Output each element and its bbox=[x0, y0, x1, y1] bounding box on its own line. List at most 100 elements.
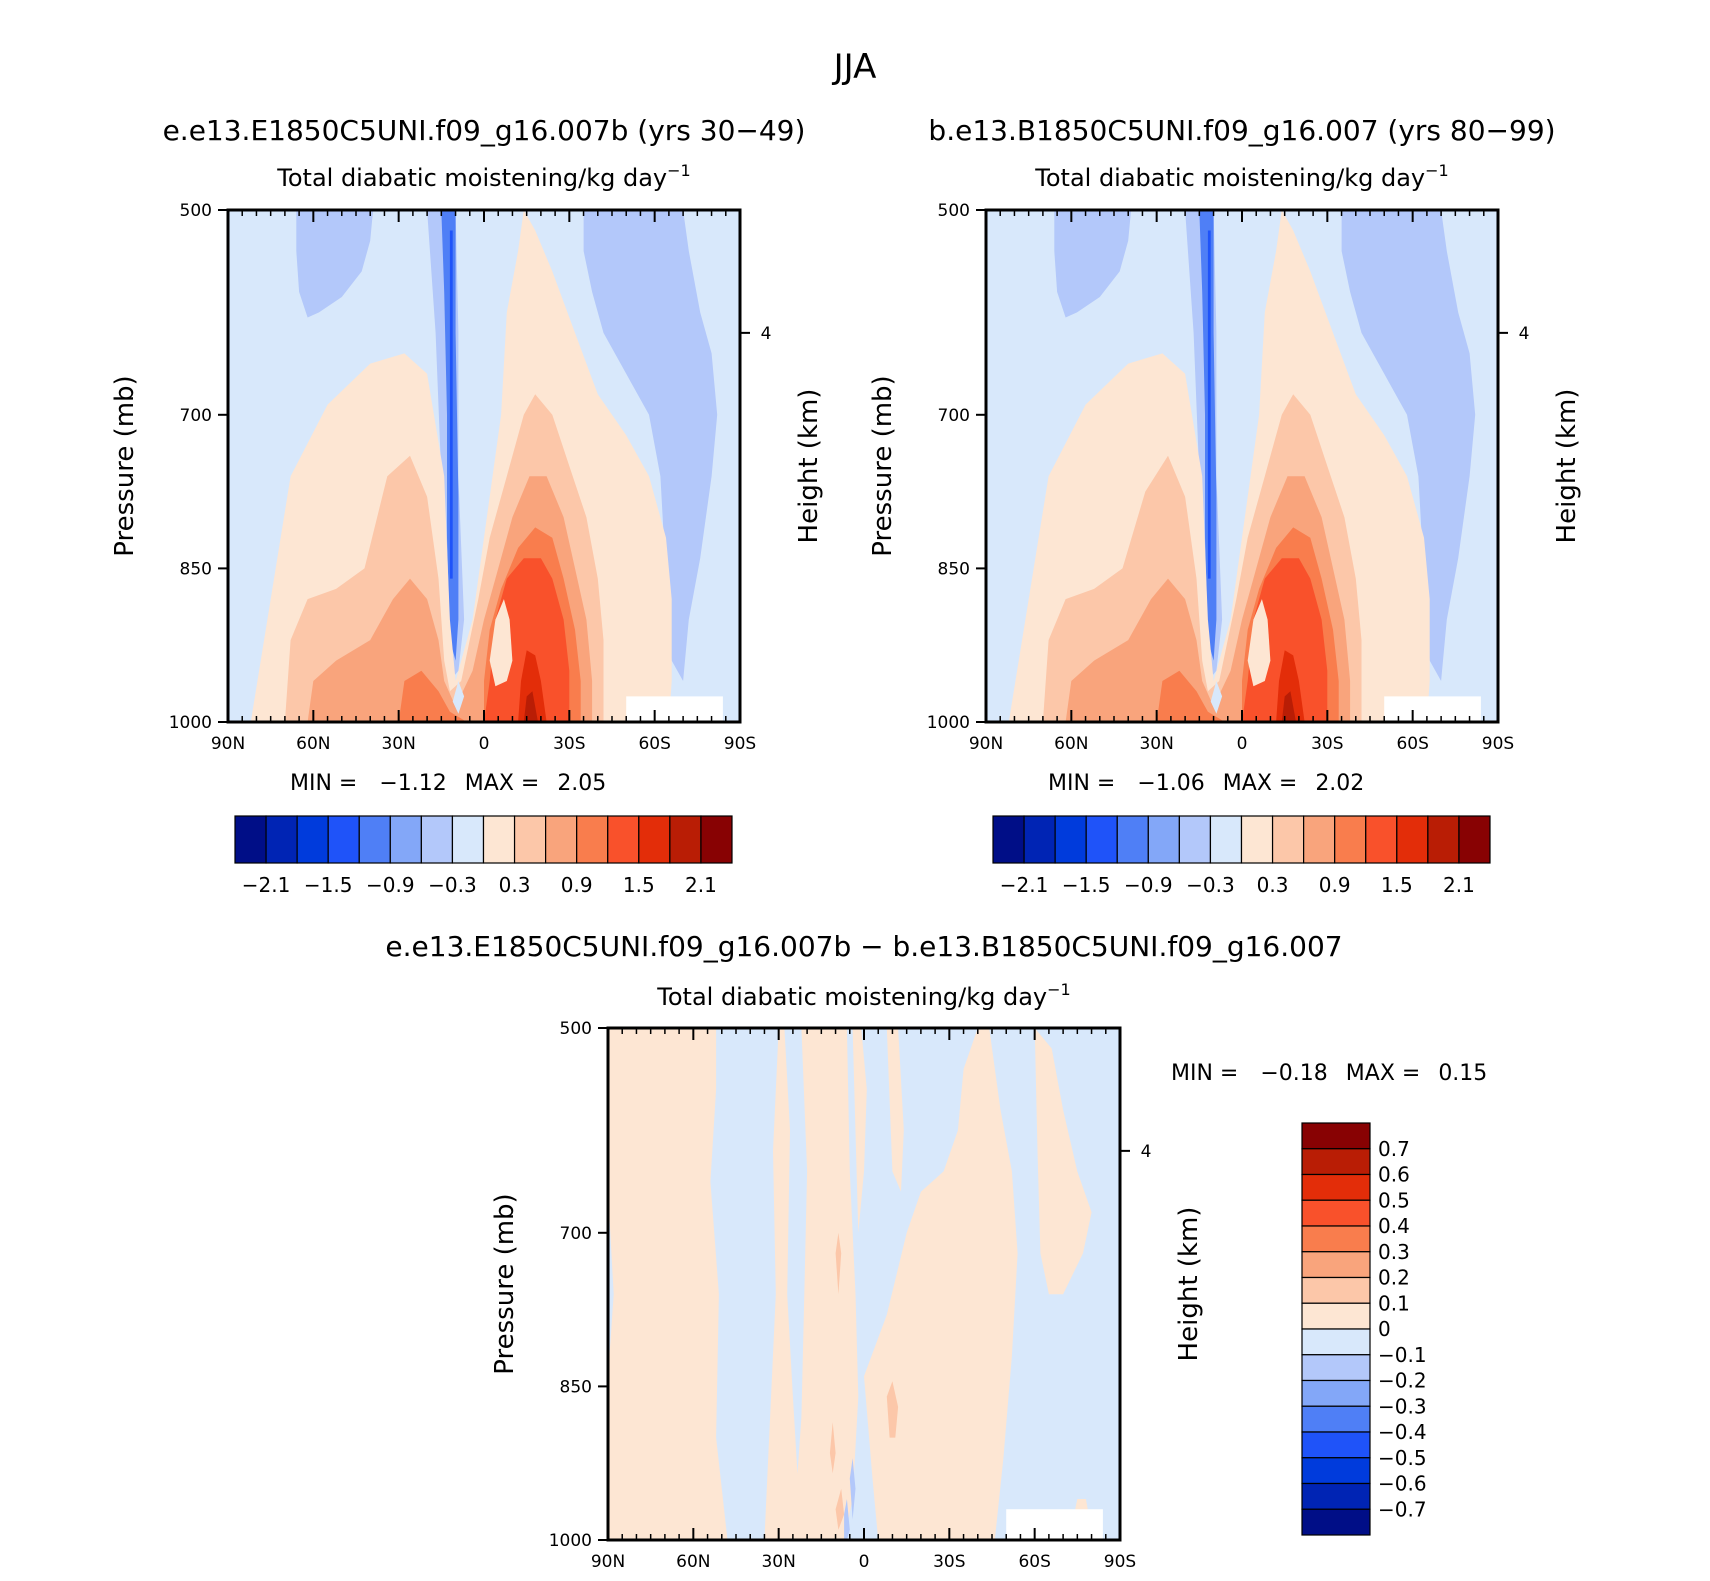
y2-tick-label: 4 bbox=[1519, 324, 1530, 344]
colorbar-box bbox=[1147, 815, 1180, 864]
colorbar-tick-label: 0.5 bbox=[1378, 1188, 1410, 1212]
contour-region bbox=[864, 1028, 1018, 1540]
x-tick-label: 90N bbox=[211, 734, 245, 754]
contour-region bbox=[608, 1028, 728, 1540]
colorbar-box bbox=[1365, 815, 1398, 864]
variable-title-text: Total diabatic moistening/kg day bbox=[656, 983, 1047, 1011]
contour-region bbox=[792, 1028, 859, 1540]
variable-title-exponent: −1 bbox=[667, 161, 691, 180]
x-tick-label: 30N bbox=[381, 734, 415, 754]
colorbar-box bbox=[1396, 815, 1429, 864]
contour-region bbox=[1281, 691, 1296, 722]
contour-region bbox=[489, 599, 513, 687]
colorbar-box bbox=[1458, 815, 1491, 864]
colorbar-box bbox=[234, 815, 267, 864]
colorbar-box bbox=[992, 815, 1025, 864]
colorbar-tick-label: −0.5 bbox=[1378, 1446, 1427, 1470]
colorbar-tick-label: 0.9 bbox=[1319, 873, 1351, 897]
y-tick-label: 850 bbox=[180, 559, 212, 579]
colorbar-tick-label: −1.5 bbox=[304, 873, 353, 897]
colorbar-box bbox=[265, 815, 298, 864]
x-tick-label: 0 bbox=[859, 1552, 870, 1572]
colorbar-box bbox=[545, 815, 578, 864]
contour-region bbox=[886, 1028, 904, 1192]
colorbar-box bbox=[607, 815, 640, 864]
colorbar-box bbox=[1054, 815, 1087, 864]
colorbar: 0.70.60.50.40.30.20.10−0.1−0.2−0.3−0.4−0… bbox=[1301, 1122, 1427, 1536]
colorbar-tick-label: −2.1 bbox=[1000, 873, 1049, 897]
contour-region bbox=[849, 1458, 856, 1520]
colorbar-box bbox=[1301, 1251, 1371, 1279]
max-value: 0.15 bbox=[1438, 1061, 1487, 1086]
x-tick-label: 60N bbox=[676, 1552, 710, 1572]
colorbar-box bbox=[1301, 1148, 1371, 1176]
min-value: −0.18 bbox=[1260, 1061, 1327, 1086]
panel-variable-title: Total diabatic moistening/kg day−1 bbox=[276, 161, 690, 192]
contour-region bbox=[835, 1232, 842, 1295]
colorbar-tick-label: 0.3 bbox=[1378, 1240, 1410, 1264]
colorbar-box bbox=[1116, 815, 1149, 864]
max-label: MAX = bbox=[1346, 1061, 1421, 1086]
colorbar-box bbox=[1023, 815, 1056, 864]
heatmap-field bbox=[608, 1028, 1120, 1540]
colorbar-box bbox=[1301, 1405, 1371, 1433]
contour-region bbox=[583, 210, 718, 681]
y-axis-title: Pressure (mb) bbox=[490, 1193, 520, 1374]
x-tick-label: 60N bbox=[296, 734, 330, 754]
x-tick-label: 60S bbox=[1018, 1552, 1050, 1572]
colorbar-box bbox=[1301, 1508, 1371, 1536]
x-tick-label: 60N bbox=[1054, 734, 1088, 754]
max-value: 2.02 bbox=[1315, 771, 1364, 796]
heatmap-field bbox=[986, 210, 1498, 722]
panel-case-2: b.e13.B1850C5UNI.f09_g16.007 (yrs 80−99)… bbox=[868, 114, 1582, 897]
x-tick-label: 30S bbox=[933, 1552, 965, 1572]
y-tick-label: 500 bbox=[560, 1019, 592, 1039]
colorbar: −2.1 −1.5 −0.9 −0.3 0.3 0.9 1.5 2.1 bbox=[234, 815, 733, 897]
colorbar-tick-label: 1.5 bbox=[623, 873, 655, 897]
min-max-readout: MIN = −1.06 MAX = 2.02 bbox=[1048, 771, 1364, 796]
y-tick-label: 1000 bbox=[549, 1531, 592, 1551]
x-tick-label: 60S bbox=[638, 734, 670, 754]
y-axis-title: Pressure (mb) bbox=[110, 375, 140, 556]
min-max-readout: MIN = −0.18 MAX = 0.15 bbox=[1171, 1061, 1487, 1086]
contour-region bbox=[1276, 650, 1305, 722]
panel-case-title: e.e13.E1850C5UNI.f09_g16.007b − b.e13.B1… bbox=[385, 930, 1342, 963]
colorbar-box bbox=[1301, 1328, 1371, 1356]
x-tick-label: 90S bbox=[1104, 1552, 1136, 1572]
colorbar-box bbox=[420, 815, 454, 864]
x-tick-label: 30N bbox=[761, 1552, 795, 1572]
colorbar-box bbox=[327, 815, 360, 864]
contour-region bbox=[844, 1499, 850, 1540]
colorbar-box bbox=[296, 815, 329, 864]
colorbar-tick-label: 0 bbox=[1378, 1317, 1391, 1341]
min-max-readout: MIN = −1.12 MAX = 2.05 bbox=[290, 771, 606, 796]
y-tick-label: 700 bbox=[180, 406, 212, 426]
x-tick-label: 90S bbox=[1482, 734, 1514, 754]
panel-case-title: b.e13.B1850C5UNI.f09_g16.007 (yrs 80−99) bbox=[928, 114, 1555, 147]
heatmap-field bbox=[228, 210, 740, 722]
colorbar-tick-label: −0.9 bbox=[1124, 873, 1173, 897]
colorbar-box bbox=[1271, 815, 1305, 864]
panel-variable-title: Total diabatic moistening/kg day−1 bbox=[656, 980, 1070, 1011]
colorbar: −2.1 −1.5 −0.9 −0.3 0.3 0.9 1.5 2.1 bbox=[992, 815, 1491, 897]
y-tick-label: 850 bbox=[560, 1377, 592, 1397]
colorbar-tick-label: −0.3 bbox=[1186, 873, 1235, 897]
max-label: MAX = bbox=[1223, 771, 1298, 796]
x-tick-label: 30S bbox=[553, 734, 585, 754]
x-tick-label: 0 bbox=[479, 734, 490, 754]
x-tick-label: 90N bbox=[969, 734, 1003, 754]
min-value: −1.12 bbox=[379, 771, 446, 796]
colorbar-tick-label: −0.7 bbox=[1378, 1497, 1427, 1521]
contour-region bbox=[1384, 696, 1481, 722]
min-label: MIN = bbox=[290, 771, 357, 796]
contour-region bbox=[764, 1028, 802, 1540]
panel-variable-title: Total diabatic moistening/kg day−1 bbox=[1034, 161, 1448, 192]
colorbar-box bbox=[1301, 1457, 1371, 1485]
y-tick-label: 850 bbox=[938, 559, 970, 579]
variable-title-exponent: −1 bbox=[1425, 161, 1449, 180]
contour-region bbox=[835, 1488, 845, 1530]
colorbar-box bbox=[482, 815, 516, 864]
colorbar-box bbox=[1240, 815, 1274, 864]
colorbar-tick-label: 1.5 bbox=[1381, 873, 1413, 897]
colorbar-box bbox=[451, 815, 485, 864]
